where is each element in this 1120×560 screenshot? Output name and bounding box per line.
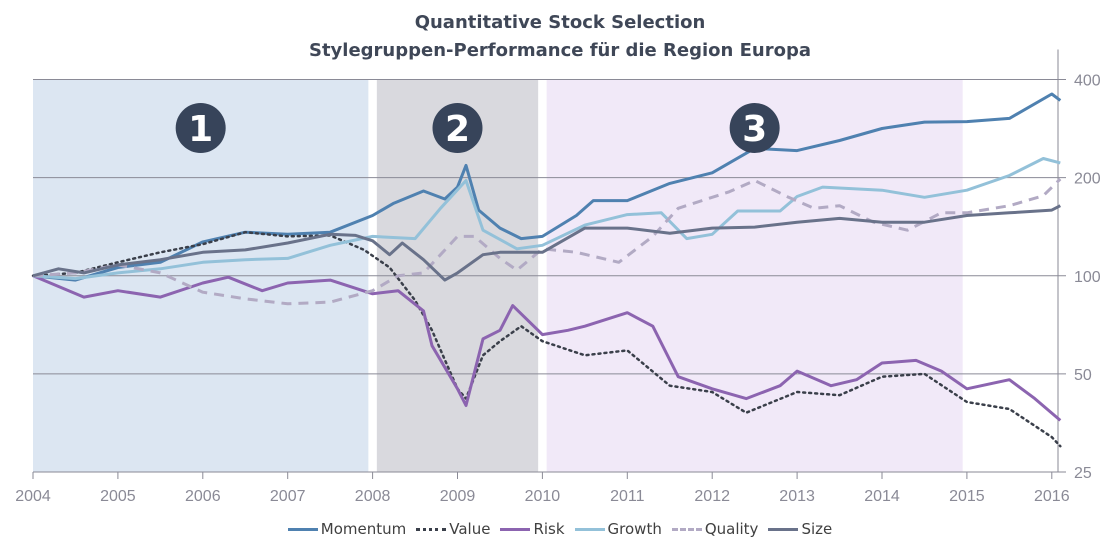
x-tick-label: 2008 — [355, 488, 391, 505]
series-line-risk — [32, 274, 1062, 422]
legend-label: Value — [449, 520, 491, 538]
x-tick-label: 2007 — [270, 488, 306, 505]
phase-badge-1: 1 — [175, 103, 226, 153]
legend-swatch — [768, 527, 799, 531]
legend-item-risk: Risk — [500, 520, 565, 538]
legend-label: Size — [801, 520, 833, 538]
x-tick-label: 2005 — [100, 488, 136, 505]
legend-item-quality: Quality — [671, 520, 759, 538]
series-line-size — [32, 204, 1061, 282]
legend-swatch — [671, 527, 702, 531]
series-line-value — [31, 230, 1062, 448]
phase-badge-2: 2 — [432, 103, 483, 153]
x-tick-label: 2015 — [949, 488, 985, 505]
phase-badge-3: 3 — [729, 103, 780, 153]
chart-title: Quantitative Stock Selection — [414, 12, 706, 33]
legend-swatch — [500, 527, 531, 531]
phase-badge-label: 3 — [742, 109, 767, 150]
y-tick-label: 25 — [1074, 465, 1092, 482]
phase-badge-label: 1 — [188, 109, 213, 150]
x-tick-label: 2010 — [525, 488, 561, 505]
legend-label: Momentum — [320, 520, 407, 538]
phase-badge-label: 2 — [445, 109, 470, 150]
x-tick-label: 2013 — [779, 488, 815, 505]
x-tick-label: 2014 — [864, 488, 900, 505]
x-tick-label: 2011 — [610, 488, 645, 505]
legend-item-growth: Growth — [574, 520, 662, 538]
x-tick-label: 2004 — [15, 488, 51, 505]
y-tick-label: 100 — [1074, 269, 1101, 286]
legend: Momentum Value Risk Growth Quality Size — [0, 520, 1120, 538]
legend-swatch — [416, 527, 447, 531]
y-tick-label: 50 — [1074, 367, 1092, 384]
legend-label: Growth — [607, 520, 662, 538]
legend-label: Risk — [533, 520, 565, 538]
y-tick-label: 400 — [1074, 73, 1101, 90]
x-tick-label: 2006 — [185, 488, 221, 505]
x-tick-label: 2016 — [1034, 488, 1070, 505]
x-tick-label: 2009 — [440, 488, 476, 505]
series-line-growth — [32, 157, 1061, 281]
x-tick-label: 2012 — [694, 488, 730, 505]
y-tick-label: 200 — [1074, 171, 1101, 188]
chart-subtitle: Stylegruppen-Performance für die Region … — [308, 40, 811, 61]
legend-swatch — [287, 527, 318, 531]
legend-swatch — [574, 527, 605, 531]
legend-label: Quality — [704, 520, 759, 538]
legend-item-value: Value — [416, 520, 490, 538]
legend-item-size: Size — [768, 520, 832, 538]
legend-item-momentum: Momentum — [287, 520, 407, 538]
